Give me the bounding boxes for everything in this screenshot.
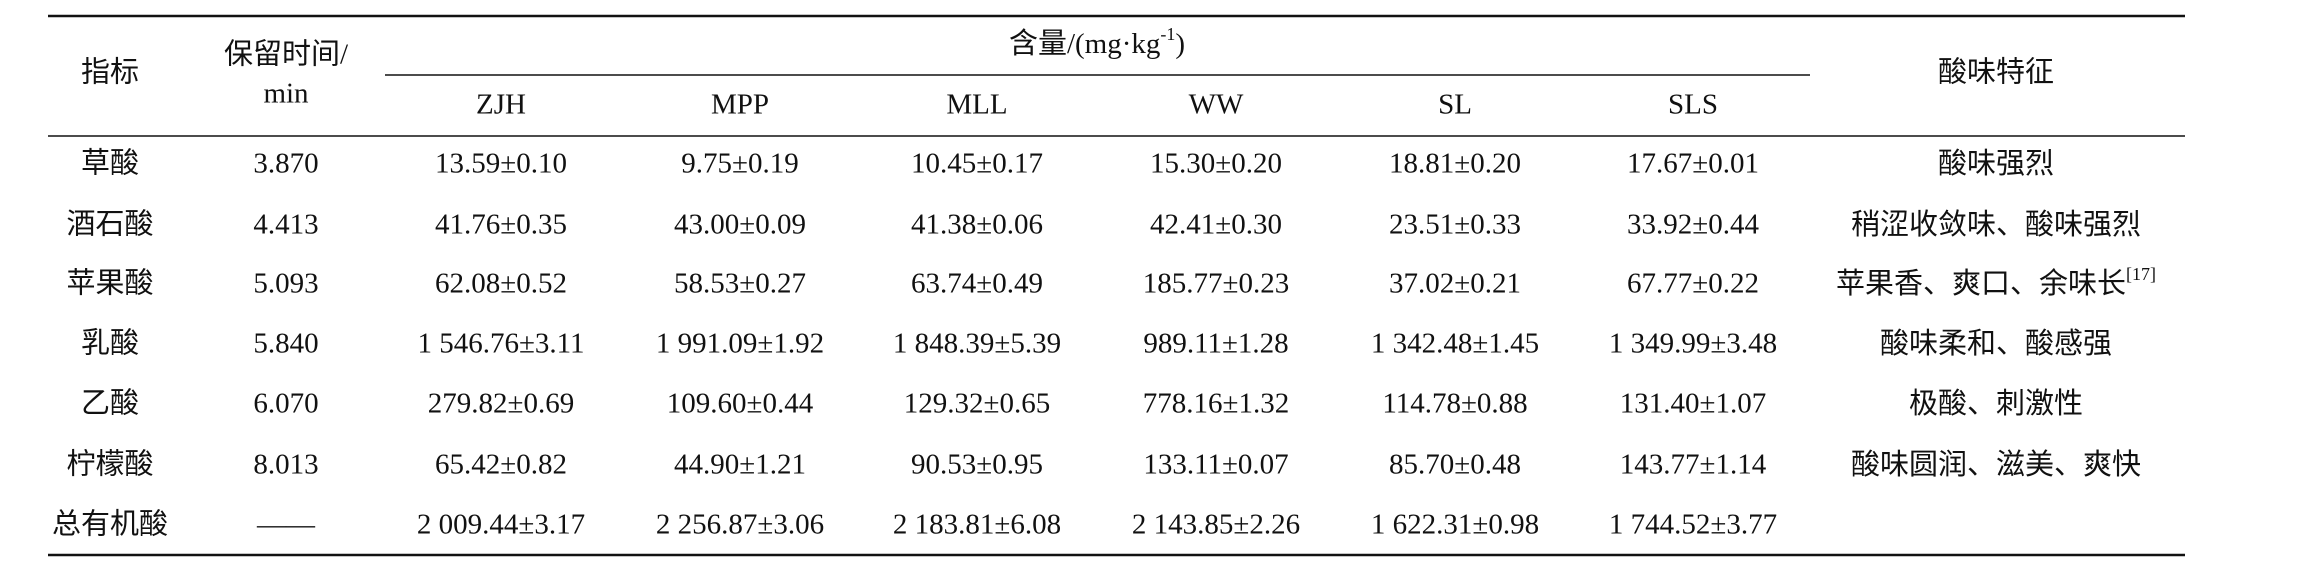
table-cell: 1 546.76±3.11 <box>417 328 584 360</box>
superscript: -1 <box>1160 24 1175 44</box>
table-cell: 6.070 <box>253 388 318 420</box>
table-cell: 4.413 <box>253 209 318 241</box>
table-cell: 1 349.99±3.48 <box>1609 328 1777 360</box>
table-cell: 989.11±1.28 <box>1143 328 1288 360</box>
table-cell: 10.45±0.17 <box>911 148 1043 180</box>
header-cell: MLL <box>946 89 1007 121</box>
table-cell: 279.82±0.69 <box>428 388 574 420</box>
table-cell: 67.77±0.22 <box>1627 268 1759 300</box>
text-part: ) <box>1175 28 1185 60</box>
table-cell: 1 342.48±1.45 <box>1371 328 1539 360</box>
table-cell: 5.840 <box>253 328 318 360</box>
header-cell: ZJH <box>476 89 526 121</box>
table-cell: 62.08±0.52 <box>435 268 567 300</box>
table-cell: 131.40±1.07 <box>1620 388 1766 420</box>
table-cell: 17.67±0.01 <box>1627 148 1759 180</box>
table-cell: 143.77±1.14 <box>1620 449 1767 481</box>
header-cell: min <box>263 78 309 110</box>
table-cell: 酸味圆润、滋美、爽快 <box>1851 448 2141 481</box>
text-part: 酸味强烈 <box>1938 147 2054 180</box>
table-cell: 65.42±0.82 <box>435 449 567 481</box>
text-part: 稍涩收敛味、酸味强烈 <box>1851 208 2141 241</box>
table-cell: 2 009.44±3.17 <box>417 509 585 541</box>
table-cell: 18.81±0.20 <box>1389 148 1521 180</box>
table-cell: 苹果香、爽口、余味长[17] <box>1836 264 2156 300</box>
table-cell: 41.76±0.35 <box>435 209 567 241</box>
table-cell: 酒石酸 <box>66 208 153 241</box>
table-cell: 15.30±0.20 <box>1150 148 1282 180</box>
header-cell: 指标 <box>81 56 139 89</box>
table-cell: 2 143.85±2.26 <box>1132 509 1300 541</box>
table-cell: 41.38±0.06 <box>911 209 1043 241</box>
table-cell: 90.53±0.95 <box>911 449 1043 481</box>
superscript: [17] <box>2126 264 2156 284</box>
table-cell: 2 256.87±3.06 <box>656 509 824 541</box>
table-cell: —— <box>256 509 316 541</box>
table-cell: 778.16±1.32 <box>1143 388 1289 420</box>
text-part: 含量/(mg·kg <box>1009 27 1160 60</box>
table-cell: 3.870 <box>253 148 318 180</box>
header-cell: 含量/(mg·kg-1) <box>1009 24 1185 60</box>
table-cell: 85.70±0.48 <box>1389 449 1521 481</box>
header-cell: SLS <box>1668 89 1718 121</box>
table-cell: 43.00±0.09 <box>674 209 806 241</box>
table-cell: 114.78±0.88 <box>1382 388 1527 420</box>
text-part: 极酸、刺激性 <box>1909 387 2083 420</box>
table-cell: 1 744.52±3.77 <box>1609 509 1777 541</box>
text-part: 苹果香、爽口、余味长 <box>1836 267 2126 300</box>
table-cell: 1 848.39±5.39 <box>893 328 1061 360</box>
table-cell: 柠檬酸 <box>66 448 153 481</box>
table-cell: 酸味强烈 <box>1938 147 2054 180</box>
table-cell: 1 622.31±0.98 <box>1371 509 1539 541</box>
table-cell: 稍涩收敛味、酸味强烈 <box>1851 208 2141 241</box>
table-cell: 总有机酸 <box>52 508 168 541</box>
text-part: 酸味圆润、滋美、爽快 <box>1851 448 2141 481</box>
table-cell: 33.92±0.44 <box>1627 209 1759 241</box>
table-cell: 23.51±0.33 <box>1389 209 1521 241</box>
table-cell: 酸味柔和、酸感强 <box>1880 327 2112 360</box>
table-cell: 185.77±0.23 <box>1143 268 1289 300</box>
table-cell: 9.75±0.19 <box>681 148 798 180</box>
table-cell: 44.90±1.21 <box>674 449 806 481</box>
table-cell: 乳酸 <box>81 327 139 360</box>
header-cell: MPP <box>711 89 769 121</box>
header-cell: WW <box>1189 89 1244 121</box>
header-cell: SL <box>1438 89 1472 121</box>
table-cell: 109.60±0.44 <box>667 388 814 420</box>
table-cell: 13.59±0.10 <box>435 148 567 180</box>
header-cell: 酸味特征 <box>1938 56 2054 89</box>
table-cell: 5.093 <box>253 268 318 300</box>
table-cell: 8.013 <box>253 449 318 481</box>
table-cell: 乙酸 <box>81 387 139 420</box>
table-cell: 1 991.09±1.92 <box>656 328 824 360</box>
table-cell: 133.11±0.07 <box>1143 449 1288 481</box>
table-cell: 42.41±0.30 <box>1150 209 1282 241</box>
table-cell: 58.53±0.27 <box>674 268 806 300</box>
header-cell: 保留时间/ <box>224 38 349 71</box>
table-cell: 极酸、刺激性 <box>1909 387 2083 420</box>
table-cell: 129.32±0.65 <box>904 388 1050 420</box>
table-cell: 草酸 <box>81 147 139 180</box>
text-part: 酸味柔和、酸感强 <box>1880 327 2112 360</box>
table-cell: 苹果酸 <box>66 267 153 300</box>
table-cell: 63.74±0.49 <box>911 268 1043 300</box>
table-cell: 37.02±0.21 <box>1389 268 1521 300</box>
table-cell: 2 183.81±6.08 <box>893 509 1061 541</box>
